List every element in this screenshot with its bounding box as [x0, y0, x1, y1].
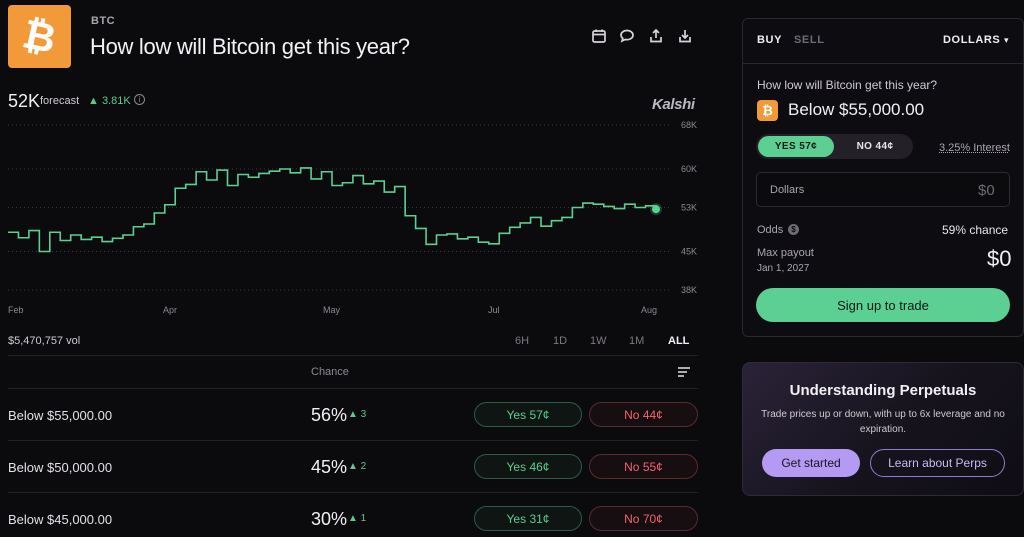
- y-tick-label: 60K: [681, 164, 697, 174]
- range-1m-button[interactable]: 1M: [629, 335, 645, 347]
- buy-no-button[interactable]: No 44¢: [589, 402, 698, 427]
- forecast-change: ▲ 3.81K: [88, 95, 131, 107]
- download-icon[interactable]: [675, 26, 695, 46]
- range-all-button[interactable]: ALL: [668, 335, 690, 347]
- sort-icon[interactable]: [677, 366, 691, 378]
- market-row-delta: ▲ 3: [348, 409, 367, 420]
- currency-dropdown[interactable]: DOLLARS ▾: [943, 34, 1009, 46]
- y-tick-label: 45K: [681, 247, 697, 257]
- payout-label: Max payout: [757, 247, 814, 259]
- market-row-delta: ▲ 1: [348, 513, 367, 524]
- divider: [8, 388, 698, 389]
- odds-value: 59% chance: [942, 223, 1009, 237]
- info-icon[interactable]: i: [134, 94, 145, 105]
- buy-no-button[interactable]: No 70¢: [589, 506, 698, 531]
- market-row-delta: ▲ 2: [348, 461, 367, 472]
- buy-no-button[interactable]: No 55¢: [589, 454, 698, 479]
- y-tick-label: 68K: [681, 120, 697, 130]
- range-6h-button[interactable]: 6H: [515, 335, 530, 347]
- market-row-chance: 30%: [311, 509, 348, 529]
- divider: [743, 63, 1023, 64]
- forecast-label: forecast: [40, 95, 80, 107]
- dollar-info-icon[interactable]: $: [788, 224, 799, 235]
- share-icon[interactable]: [646, 26, 666, 46]
- selected-outcome: Below $55,000.00: [788, 100, 925, 119]
- buy-yes-button[interactable]: Yes 46¢: [474, 454, 582, 479]
- payout-value: $0: [987, 246, 1012, 271]
- divider: [8, 492, 698, 493]
- odds-label: Odds: [757, 224, 784, 236]
- market-row-chance: 56%: [311, 405, 348, 425]
- tab-sell[interactable]: SELL: [794, 34, 825, 46]
- no-option[interactable]: NO 44¢: [856, 141, 894, 152]
- divider: [8, 440, 698, 441]
- y-tick-label: 38K: [681, 285, 697, 295]
- card-title: Understanding Perpetuals: [789, 382, 977, 399]
- learn-perps-button[interactable]: Learn about Perps: [870, 449, 1005, 477]
- market-row-label: Below $45,000.00: [8, 512, 113, 527]
- volume-label: $5,470,757 vol: [8, 335, 81, 347]
- bitcoin-glyph: ₿: [18, 10, 61, 63]
- yes-option[interactable]: YES 57¢: [758, 136, 834, 157]
- x-tick-label: Apr: [163, 305, 177, 315]
- page-title: How low will Bitcoin get this year?: [90, 34, 410, 59]
- market-row-label: Below $50,000.00: [8, 460, 113, 475]
- buy-yes-button[interactable]: Yes 57¢: [474, 402, 582, 427]
- forecast-value: 52K: [8, 91, 41, 111]
- current-point: [652, 205, 660, 214]
- market-row-label: Below $55,000.00: [8, 408, 113, 423]
- amount-input[interactable]: [756, 172, 1010, 207]
- series-line: [8, 167, 657, 253]
- get-started-button[interactable]: Get started: [762, 449, 860, 477]
- amount-value: $0: [978, 182, 995, 199]
- range-1w-button[interactable]: 1W: [590, 335, 607, 347]
- range-1d-button[interactable]: 1D: [553, 335, 568, 347]
- sign-up-button[interactable]: Sign up to trade: [756, 288, 1010, 322]
- bitcoin-logo: ₿: [8, 5, 71, 68]
- kalshi-watermark: Kalshi: [652, 96, 695, 113]
- currency-label: DOLLARS: [943, 34, 1001, 46]
- x-tick-label: Feb: [8, 305, 24, 315]
- amount-label: Dollars: [770, 184, 805, 196]
- divider: [8, 355, 698, 356]
- bitcoin-icon: ₿: [757, 100, 778, 121]
- market-question: How low will Bitcoin get this year?: [757, 78, 938, 92]
- card-body: Trade prices up or down, with up to 6x l…: [761, 409, 1005, 435]
- interest-link[interactable]: 3.25% Interest: [939, 142, 1010, 154]
- market-row-chance: 45%: [311, 457, 348, 477]
- payout-date: Jan 1, 2027: [757, 263, 810, 274]
- tab-buy[interactable]: BUY: [757, 34, 783, 46]
- chevron-down-icon: ▾: [1004, 35, 1010, 45]
- chance-column-header: Chance: [311, 366, 349, 378]
- ticker-label: BTC: [91, 15, 116, 27]
- x-tick-label: May: [323, 305, 341, 315]
- x-tick-label: Jul: [488, 305, 500, 315]
- x-tick-label: Aug: [641, 305, 657, 315]
- comment-icon[interactable]: [617, 26, 637, 46]
- price-chart[interactable]: 68K 60K 53K 45K 38K Feb Apr May Jul Aug: [0, 115, 705, 320]
- calendar-icon[interactable]: [589, 26, 609, 46]
- y-tick-label: 53K: [681, 203, 697, 213]
- buy-yes-button[interactable]: Yes 31¢: [474, 506, 582, 531]
